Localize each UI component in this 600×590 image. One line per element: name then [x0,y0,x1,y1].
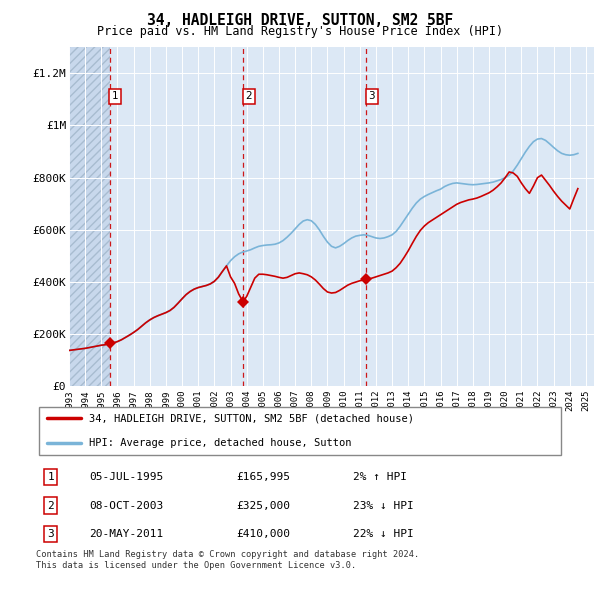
Text: 08-OCT-2003: 08-OCT-2003 [89,500,163,510]
Text: 05-JUL-1995: 05-JUL-1995 [89,473,163,482]
Text: 2: 2 [47,500,54,510]
Text: £165,995: £165,995 [236,473,290,482]
Text: £410,000: £410,000 [236,529,290,539]
Text: 2% ↑ HPI: 2% ↑ HPI [353,473,407,482]
Text: 34, HADLEIGH DRIVE, SUTTON, SM2 5BF (detached house): 34, HADLEIGH DRIVE, SUTTON, SM2 5BF (det… [89,414,414,424]
Bar [69,47,110,386]
Text: 1: 1 [47,473,54,482]
Text: 23% ↓ HPI: 23% ↓ HPI [353,500,413,510]
Text: 3: 3 [368,91,375,101]
Text: £325,000: £325,000 [236,500,290,510]
Text: 2: 2 [245,91,252,101]
Text: 22% ↓ HPI: 22% ↓ HPI [353,529,413,539]
Text: Contains HM Land Registry data © Crown copyright and database right 2024.: Contains HM Land Registry data © Crown c… [36,550,419,559]
FancyBboxPatch shape [38,407,562,454]
Text: 34, HADLEIGH DRIVE, SUTTON, SM2 5BF: 34, HADLEIGH DRIVE, SUTTON, SM2 5BF [147,13,453,28]
Text: HPI: Average price, detached house, Sutton: HPI: Average price, detached house, Sutt… [89,438,352,448]
Text: This data is licensed under the Open Government Licence v3.0.: This data is licensed under the Open Gov… [36,560,356,569]
Text: 1: 1 [112,91,119,101]
Text: 3: 3 [47,529,54,539]
Text: Price paid vs. HM Land Registry's House Price Index (HPI): Price paid vs. HM Land Registry's House … [97,25,503,38]
Text: 20-MAY-2011: 20-MAY-2011 [89,529,163,539]
